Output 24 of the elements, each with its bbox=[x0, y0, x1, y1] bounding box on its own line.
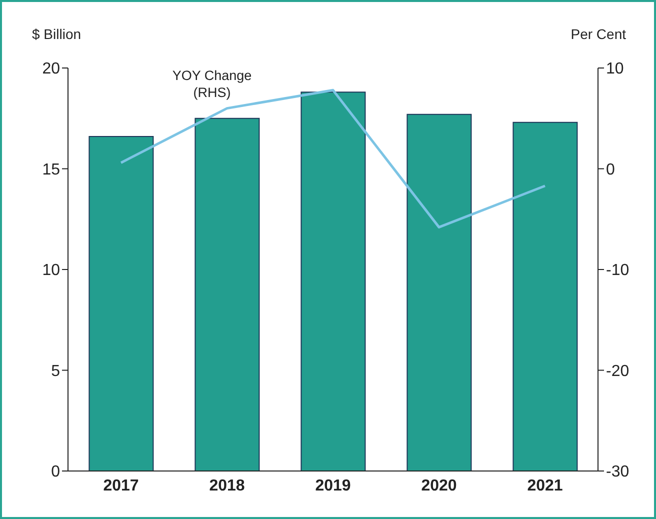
x-tick-label: 2021 bbox=[527, 477, 563, 494]
y-axis-title: $ Billion bbox=[32, 26, 82, 42]
y2-tick-label: -10 bbox=[606, 262, 630, 280]
y2-axis-title: Per Cent bbox=[570, 26, 626, 42]
y-tick-label: 10 bbox=[42, 262, 60, 280]
bar bbox=[88, 136, 154, 471]
bar bbox=[406, 114, 472, 471]
y2-tick-label: 10 bbox=[606, 60, 624, 78]
bar bbox=[300, 92, 366, 471]
bar bbox=[194, 118, 260, 471]
y-tick-label: 15 bbox=[42, 161, 60, 178]
x-tick-label: 2017 bbox=[103, 477, 139, 494]
line-series bbox=[120, 88, 546, 228]
x-tick-label: 2019 bbox=[315, 477, 351, 494]
annotation: YOY Change (RHS) bbox=[171, 67, 253, 101]
y-tick-label: 0 bbox=[51, 464, 60, 481]
y-tick-label: 20 bbox=[42, 60, 60, 78]
y2-tick-label: 0 bbox=[606, 161, 615, 178]
x-tick-label: 2018 bbox=[209, 477, 245, 494]
y2-tick-label: -30 bbox=[606, 464, 630, 481]
bar bbox=[512, 122, 578, 471]
x-tick-label: 2020 bbox=[421, 477, 457, 494]
y-tick-label: 5 bbox=[51, 362, 60, 380]
y2-tick-label: -20 bbox=[606, 362, 630, 380]
